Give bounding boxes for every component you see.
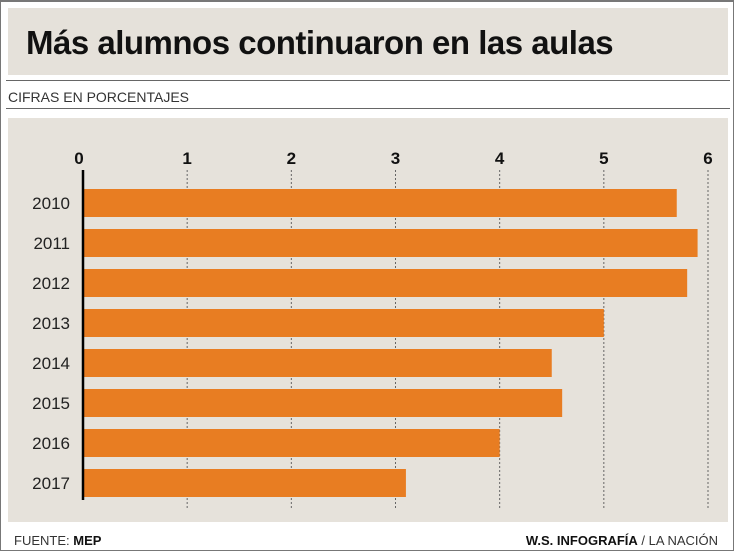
y-tick-label: 2014 [32,354,70,373]
y-tick-label: 2015 [32,394,70,413]
credit: W.S. INFOGRAFÍA [525,533,638,548]
source-note: FUENTE: MEP [14,533,101,548]
y-tick-label: 2017 [32,474,70,493]
y-tick-label: 2011 [33,234,70,253]
x-tick-label: 6 [703,149,712,168]
y-tick-label: 2016 [32,434,70,453]
x-tick-label: 5 [599,149,608,168]
bar-2017 [83,469,406,497]
y-tick-label: 2012 [32,274,70,293]
y-tick-label: 2013 [32,314,70,333]
bar-2012 [83,269,688,297]
bar-2015 [83,389,563,417]
publication: / LA NACIÓN [641,533,718,548]
x-tick-label: 2 [287,149,296,168]
bar-2011 [83,229,698,257]
x-tick-label: 0 [74,149,83,168]
x-tick-label: 4 [495,149,505,168]
credit-note: W.S. INFOGRAFÍA / LA NACIÓN [526,533,718,548]
chart-title: Más alumnos continuaron en las aulas [26,24,614,61]
x-tick-label: 3 [391,149,400,168]
bar-2010 [83,189,677,217]
bar-2016 [83,429,500,457]
bar-2014 [83,349,552,377]
bar-2013 [83,309,604,337]
title-box: Más alumnos continuaron en las aulas [8,8,728,75]
source-value: MEP [73,533,102,548]
chart-subtitle: CIFRAS EN PORCENTAJES [8,89,189,105]
y-tick-label: 2010 [32,194,70,213]
divider [6,80,730,81]
divider [6,108,730,109]
source-label: FUENTE: [14,533,70,548]
x-tick-label: 1 [182,149,191,168]
